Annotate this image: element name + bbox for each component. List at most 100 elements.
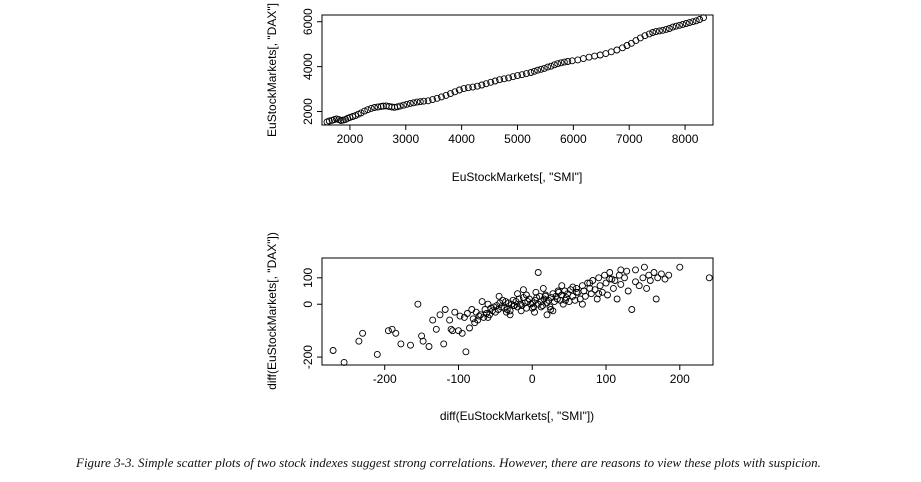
data-point-top [689,18,697,26]
data-point-top [396,102,404,110]
data-point-bottom [517,300,524,308]
data-point-top [649,29,657,36]
data-point-bottom [478,298,486,306]
data-point-bottom [340,358,348,366]
data-point-top [509,73,517,81]
data-point-top [451,88,459,96]
scatter-plot-bottom: -200 -100 0 100 200 -200 0 100 diff(EuStockMar… [265,232,714,423]
x-tick-label-bottom: 100 [596,372,616,386]
data-point-bottom [604,291,611,299]
data-point-bottom [531,308,538,316]
x-axis-top: 2000 3000 4000 5000 6000 7000 8000 [337,124,699,146]
data-point-bottom [522,291,530,299]
scatter-plot-top: 2000 3000 4000 5000 6000 7000 8000 2000 4000 600… [265,3,714,184]
data-point-bottom [646,277,654,284]
data-point-bottom [705,274,713,282]
data-point-top [325,117,333,125]
y-tick-label-top: 6000 [301,8,315,35]
x-tick-label-top: 8000 [672,132,699,146]
data-point-top [596,51,604,59]
y-tick-label-bottom: 100 [301,267,315,287]
data-point-bottom [429,316,437,324]
data-point-bottom [617,280,625,288]
data-point-bottom [587,290,595,298]
data-point-top [403,100,411,108]
data-point-bottom [506,311,514,319]
data-point-bottom [506,307,514,315]
data-point-top [550,61,558,69]
x-tick-label-bottom: -200 [373,372,397,386]
y-axis-label-bottom: diff(EuStockMarkets[, "DAX"]) [265,232,279,390]
data-point-bottom [665,271,673,279]
data-point-top [464,84,472,92]
data-point-bottom [676,263,684,271]
data-point-top [544,63,552,71]
data-point-bottom [425,343,433,350]
data-point-bottom [432,325,440,333]
data-point-bottom [414,300,422,308]
x-tick-label-top: 7000 [616,132,643,146]
points-bottom [329,263,713,366]
data-point-top [447,90,454,98]
x-tick-label-top: 3000 [392,132,419,146]
data-point-bottom [462,348,470,356]
data-point-bottom [359,329,367,337]
data-point-bottom [595,274,603,282]
data-point-top [364,106,372,114]
data-point-bottom [586,279,594,287]
x-axis-label-top: EuStockMarkets[, "SMI"] [452,170,583,184]
data-point-top [632,37,640,45]
data-point-top [424,97,432,105]
data-point-bottom [528,304,536,312]
data-point-bottom [562,296,569,304]
data-point-bottom [458,329,466,337]
data-point-bottom [447,325,455,333]
data-point-bottom [475,312,483,320]
data-point-top [574,56,582,64]
data-point-top [527,69,535,76]
data-point-bottom [373,350,381,358]
data-point-bottom [652,295,660,303]
data-point-bottom [484,313,492,321]
data-point-bottom [469,315,477,323]
data-point-bottom [484,300,492,308]
data-point-bottom [388,325,396,333]
data-point-top [491,77,499,85]
data-point-bottom [539,284,547,292]
data-point-top [547,62,555,70]
data-point-top [557,59,565,67]
data-point-bottom [495,292,503,300]
data-point-top [371,104,378,111]
data-point-bottom [519,286,527,294]
data-point-bottom [609,284,617,292]
data-point-bottom [602,279,610,287]
y-axis-label-top: EuStockMarkets[, "DAX"] [265,3,279,137]
figure-caption: Figure 3-3. Simple scatter plots of two … [76,455,821,470]
data-point-top [692,17,700,25]
y-tick-label-top: 4000 [301,53,315,80]
x-tick-label-top: 6000 [560,132,587,146]
data-point-bottom [419,337,427,345]
data-point-top [655,27,663,35]
data-point-bottom [532,288,540,296]
data-point-top [613,46,621,54]
data-point-top [579,55,587,63]
data-point-top [696,16,704,23]
y-axis-top: 2000 4000 6000 [301,8,323,125]
data-point-bottom [543,311,551,319]
data-point-top [645,30,653,38]
data-point-bottom [650,269,658,276]
data-point-top [568,57,576,65]
data-point-bottom [514,290,521,298]
data-point-bottom [397,340,405,348]
data-point-bottom [621,274,628,282]
data-point-top [349,113,357,120]
data-point-top [413,98,421,106]
data-point-bottom [542,292,549,300]
data-point-bottom [661,275,669,283]
data-point-top [361,107,368,115]
data-point-top [442,91,450,99]
data-point-top [455,86,463,94]
data-point-bottom [578,300,586,308]
x-tick-label-top: 5000 [504,132,531,146]
